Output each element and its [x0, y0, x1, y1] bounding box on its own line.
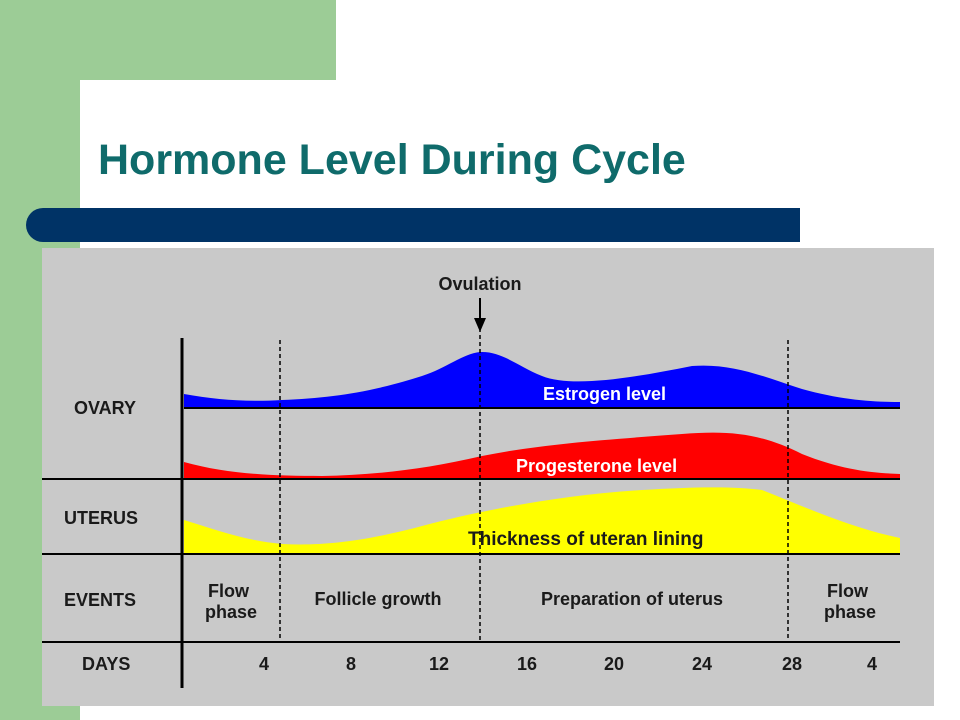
row-label-ovary: OVARY [74, 398, 136, 418]
day-tick: 12 [429, 654, 449, 674]
day-tick: 8 [346, 654, 356, 674]
day-tick: 16 [517, 654, 537, 674]
rounded-white-corner [80, 80, 170, 170]
event-preparation-of-uterus: Preparation of uterus [541, 589, 723, 609]
ovulation-label: Ovulation [438, 274, 521, 294]
progesterone-curve [184, 432, 900, 479]
title-underline-bar [26, 208, 800, 242]
estrogen-curve [184, 351, 900, 408]
event-flow-end-line-2: phase [824, 602, 876, 622]
ovulation-arrow-head [474, 318, 486, 332]
day-ticks: 4 8 12 16 20 24 28 4 [259, 654, 877, 674]
event-flow-phase-end: Flow phase [824, 581, 876, 622]
event-flow-start-line-2: phase [205, 602, 257, 622]
green-top-band [80, 0, 336, 80]
row-label-uterus: UTERUS [64, 508, 138, 528]
day-tick: 4 [259, 654, 269, 674]
lining-label: Thickness of uteran lining [468, 529, 703, 550]
event-follicle-growth: Follicle growth [314, 589, 441, 609]
event-flow-end-line-1: Flow [827, 581, 869, 601]
day-tick: 20 [604, 654, 624, 674]
day-tick: 28 [782, 654, 802, 674]
estrogen-label: Estrogen level [543, 384, 666, 404]
day-tick: 24 [692, 654, 712, 674]
slide-title: Hormone Level During Cycle [98, 136, 686, 184]
day-tick: 4 [867, 654, 877, 674]
row-label-events: EVENTS [64, 590, 136, 610]
progesterone-label: Progesterone level [516, 456, 677, 476]
lining-curve [184, 487, 900, 554]
event-flow-phase-start: Flow phase [205, 581, 257, 622]
event-flow-start-line-1: Flow [208, 581, 250, 601]
menstrual-cycle-diagram: Ovulation OVARY UTERUS EVENTS DAYS Estro… [42, 248, 934, 706]
row-label-days: DAYS [82, 654, 130, 674]
